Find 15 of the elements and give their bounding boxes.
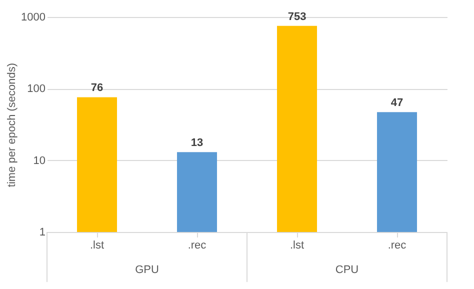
y-tick-label: 10 xyxy=(33,154,46,167)
data-label: 47 xyxy=(390,97,404,110)
data-label: 13 xyxy=(190,137,204,150)
x-tick-label: .rec xyxy=(388,240,407,252)
y-tick-label: 100 xyxy=(27,83,46,96)
data-label: 76 xyxy=(90,82,104,94)
data-label: 753 xyxy=(288,10,306,23)
text: GPU xyxy=(135,264,159,276)
x-tick-label: .lst xyxy=(90,240,104,252)
x-tick-label: .lst xyxy=(290,240,304,252)
y-axis-title: time per epoch (seconds) xyxy=(6,62,18,188)
text: CPU xyxy=(335,264,359,276)
y-tick-label: 1 xyxy=(39,226,46,238)
y-tick-label: 1000 xyxy=(21,12,46,24)
x-tick-label: .rec xyxy=(188,240,207,252)
